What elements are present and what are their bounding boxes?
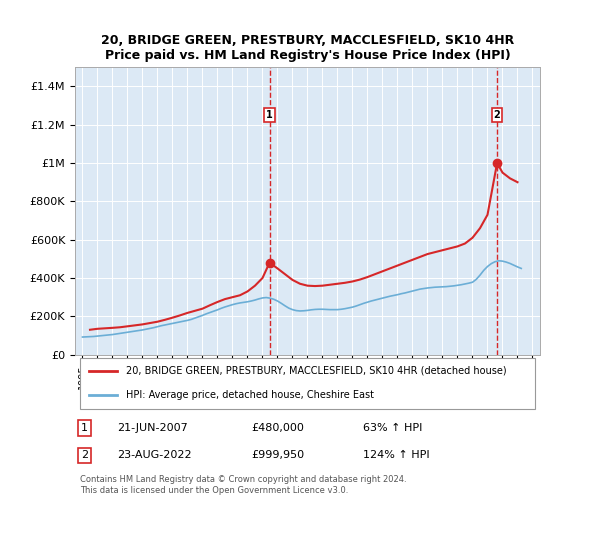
Text: 20, BRIDGE GREEN, PRESTBURY, MACCLESFIELD, SK10 4HR (detached house): 20, BRIDGE GREEN, PRESTBURY, MACCLESFIEL…: [126, 366, 507, 376]
FancyBboxPatch shape: [80, 357, 535, 409]
Text: 21-JUN-2007: 21-JUN-2007: [117, 423, 188, 433]
Title: 20, BRIDGE GREEN, PRESTBURY, MACCLESFIELD, SK10 4HR
Price paid vs. HM Land Regis: 20, BRIDGE GREEN, PRESTBURY, MACCLESFIEL…: [101, 34, 514, 62]
Text: 23-AUG-2022: 23-AUG-2022: [117, 450, 191, 460]
Text: £999,950: £999,950: [252, 450, 305, 460]
Text: 1: 1: [81, 423, 88, 433]
Text: 2: 2: [494, 110, 500, 120]
Text: 1: 1: [266, 110, 273, 120]
Text: 124% ↑ HPI: 124% ↑ HPI: [364, 450, 430, 460]
Text: 2: 2: [81, 450, 88, 460]
Text: 63% ↑ HPI: 63% ↑ HPI: [364, 423, 422, 433]
Text: HPI: Average price, detached house, Cheshire East: HPI: Average price, detached house, Ches…: [126, 390, 374, 400]
Text: £480,000: £480,000: [252, 423, 305, 433]
Text: Contains HM Land Registry data © Crown copyright and database right 2024.
This d: Contains HM Land Registry data © Crown c…: [80, 475, 406, 495]
